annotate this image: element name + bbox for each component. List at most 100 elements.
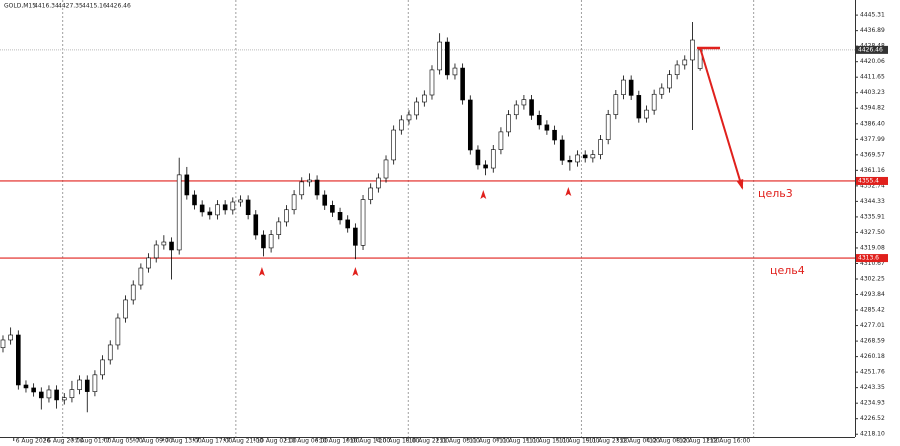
candle-body [307, 179, 312, 183]
current-price-box [856, 45, 888, 54]
candle-body [322, 194, 328, 206]
candle-body [552, 129, 557, 141]
candle-body [337, 212, 343, 221]
level-box [856, 176, 888, 185]
candle-body [406, 114, 412, 121]
header-close: 4426.46 [106, 3, 131, 10]
candle-body [69, 389, 75, 399]
candle-body [422, 94, 427, 103]
x-tick-label: 12 Aug 08:00 [649, 438, 690, 445]
candle-body [613, 94, 619, 115]
header-open: 4416.34 [34, 3, 59, 10]
x-tick-label: 10 Aug 18:00 [379, 438, 420, 445]
x-tick-label: 6 Aug 2026 [16, 438, 51, 445]
candle-body [536, 114, 542, 126]
y-tick-label: 4243.35 [860, 384, 885, 391]
y-tick-label: 4285.42 [860, 307, 885, 314]
candle-body [429, 69, 435, 96]
candle-body [544, 124, 550, 131]
arrow-head [736, 179, 744, 190]
y-tick-label: 4293.84 [860, 291, 885, 298]
y-tick-label: 4277.01 [860, 322, 885, 329]
candle-body [651, 93, 657, 111]
candle-body [268, 234, 274, 249]
x-tick-label: 7 Aug 17:00 [196, 438, 233, 445]
marker [352, 266, 359, 276]
y-tick-label: 4394.82 [860, 105, 885, 112]
marker [565, 187, 572, 197]
candle-body [529, 99, 534, 116]
x-tick-label: 7 Aug 05:00 [106, 438, 143, 445]
marker [258, 266, 265, 276]
candle-body [376, 177, 381, 189]
y-tick-label: 4218.10 [860, 431, 885, 438]
candle-body [146, 257, 151, 269]
candle-body [445, 41, 450, 76]
x-tick-label: 7 Aug 09:00 [136, 438, 173, 445]
candle-body [636, 95, 642, 119]
level-label: 4313.6 [858, 255, 879, 262]
x-tick-label: 11 Aug 07:00 [469, 438, 510, 445]
x-tick-label: 10 Aug 22:00 [409, 438, 450, 445]
x-tick-label: 10 Aug 10:00 [319, 438, 360, 445]
marker [480, 189, 487, 199]
candle-body [192, 194, 197, 206]
level-note: цель4 [770, 264, 805, 277]
candle-body [330, 205, 335, 213]
candle-body [138, 267, 144, 286]
candle-body [176, 174, 182, 251]
candle-body [238, 199, 243, 203]
y-tick-label: 4310.67 [860, 260, 885, 267]
arrow [699, 47, 744, 189]
candle-body [153, 244, 159, 259]
candle-body [115, 317, 121, 346]
y-tick-label: 4327.50 [860, 229, 885, 236]
y-tick-label: 4420.06 [860, 58, 885, 65]
candle-body [521, 99, 527, 106]
candle-body [437, 41, 442, 71]
x-tick-label: 11 Aug 23:00 [589, 438, 630, 445]
y-tick-label: 4335.91 [860, 213, 885, 220]
candle-body [513, 104, 519, 116]
candle-body [23, 384, 29, 389]
candle-body [667, 74, 672, 89]
candle-body [621, 79, 626, 95]
header-low: 4415.16 [82, 3, 107, 10]
candle-body [467, 99, 473, 151]
candle-body [506, 114, 511, 133]
x-tick-label: 10 Aug 06:00 [288, 438, 329, 445]
y-tick-label: 4352.74 [860, 182, 885, 189]
candle-body [207, 211, 213, 216]
candle-body [16, 334, 21, 386]
y-tick-label: 4377.99 [860, 136, 885, 143]
candle-body [682, 59, 688, 66]
x-tick-label: 12 Aug 16:00 [710, 438, 751, 445]
candle-body [490, 149, 496, 169]
candle-body [38, 391, 44, 399]
candle-body [582, 154, 588, 159]
y-tick-label: 4234.93 [860, 400, 885, 407]
candle-body [567, 160, 573, 163]
candle-body [161, 241, 167, 246]
candle-body [84, 379, 90, 392]
candle-body [345, 219, 351, 229]
candle-body [107, 344, 113, 361]
candle-body [276, 221, 282, 235]
candle-body [690, 39, 695, 61]
candle-body [644, 109, 649, 119]
candle-body [353, 227, 358, 246]
candle-body [230, 201, 236, 211]
header-high: 4427.35 [58, 3, 83, 10]
candle-body [199, 204, 205, 213]
y-tick-label: 4361.16 [860, 167, 885, 174]
x-tick-label: 12 Aug 12:00 [679, 438, 720, 445]
candle-body [253, 214, 259, 236]
y-tick-label: 4302.25 [860, 276, 885, 283]
candle-body [169, 241, 174, 251]
candle-body [383, 159, 389, 179]
candle-body [475, 149, 481, 166]
candle-body [92, 374, 98, 392]
x-tick-label: 7 Aug 13:00 [165, 438, 202, 445]
candle-body [498, 131, 504, 150]
